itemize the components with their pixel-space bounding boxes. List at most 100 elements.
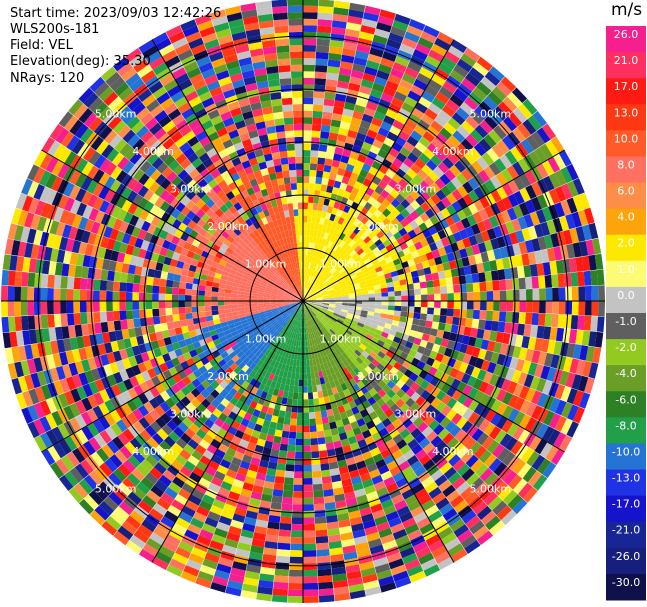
range-gate [323,218,330,227]
range-gate [560,166,573,184]
range-gate [350,276,359,283]
range-gate [442,261,451,271]
range-gate [306,228,311,236]
range-gate [431,232,441,243]
range-gate [340,286,348,291]
range-gate [388,32,404,44]
range-gate [430,120,444,133]
range-gate [407,301,415,307]
range-gate [389,188,400,199]
range-gate [392,280,401,287]
range-gate [485,281,494,292]
range-gate [546,219,557,235]
range-gate [456,239,466,251]
range-gate [534,147,548,163]
range-gate [437,229,447,240]
range-gate [568,257,578,273]
range-gate [312,236,317,244]
range-gate [335,174,344,183]
range-gate [326,286,333,291]
range-gate [466,214,477,226]
range-gate [396,85,410,97]
range-gate [323,280,330,286]
range-gate [543,234,554,249]
range-gate [320,267,327,275]
range-gate [380,92,394,103]
range-gate [326,248,333,256]
range-gate [345,184,354,193]
range-gate [519,172,531,188]
range-gate [470,223,481,235]
range-gate [400,290,408,296]
range-gate [409,189,420,200]
range-gate [408,179,419,190]
range-gate [335,294,343,298]
range-gate [317,12,333,21]
range-gate [320,276,327,283]
range-gate [390,68,405,79]
range-gate [339,284,347,289]
range-gate [478,100,494,116]
range-gate [383,137,395,148]
range-gate [354,160,365,169]
range-gate [332,236,340,245]
range-gate [313,271,318,278]
range-gate [448,260,458,270]
range-gate [431,43,448,57]
range-gate [431,249,441,259]
range-gate [524,239,535,253]
range-gate [419,180,430,191]
range-gate [315,51,329,60]
range-gate [529,264,539,277]
range-gate [305,288,308,295]
range-gate [352,282,361,288]
range-gate [425,273,433,282]
range-gate [348,259,357,267]
range-gate [367,53,382,64]
range-gate [434,256,443,266]
range-gate [491,86,507,102]
range-gate [564,272,572,287]
range-gate [362,72,376,83]
range-gate [323,270,330,277]
range-gate [391,173,402,184]
range-gate [426,280,434,288]
range-gate [305,241,310,249]
range-gate [319,231,326,239]
range-gate [402,247,411,256]
range-gate [313,97,324,106]
range-gate [414,241,423,251]
range-gate [372,34,388,45]
range-gate [559,245,569,260]
range-gate [304,288,308,295]
range-gate [332,13,348,23]
range-gate [491,270,499,281]
range-gate [324,92,336,100]
range-gate [415,43,431,56]
range-gate [474,253,483,264]
range-gate [401,73,416,85]
range-gate [474,105,489,120]
range-gate [527,115,542,131]
range-gate [356,248,365,256]
range-gate [413,225,423,236]
range-gate [510,146,524,162]
range-gate [500,76,517,92]
range-gate [413,288,422,295]
range-gate [303,241,306,249]
range-gate [330,33,345,42]
range-gate [349,231,357,240]
range-gate [519,187,531,202]
range-gate [498,279,507,291]
range-gate [435,211,446,223]
range-gate [318,274,324,281]
range-gate [427,258,437,267]
range-gate [351,252,360,260]
range-gate [333,286,341,291]
range-gate [531,238,541,252]
range-gate [364,219,374,228]
range-gate [317,265,323,273]
range-gate [466,164,479,178]
range-gate [352,265,360,272]
range-gate [376,255,385,263]
